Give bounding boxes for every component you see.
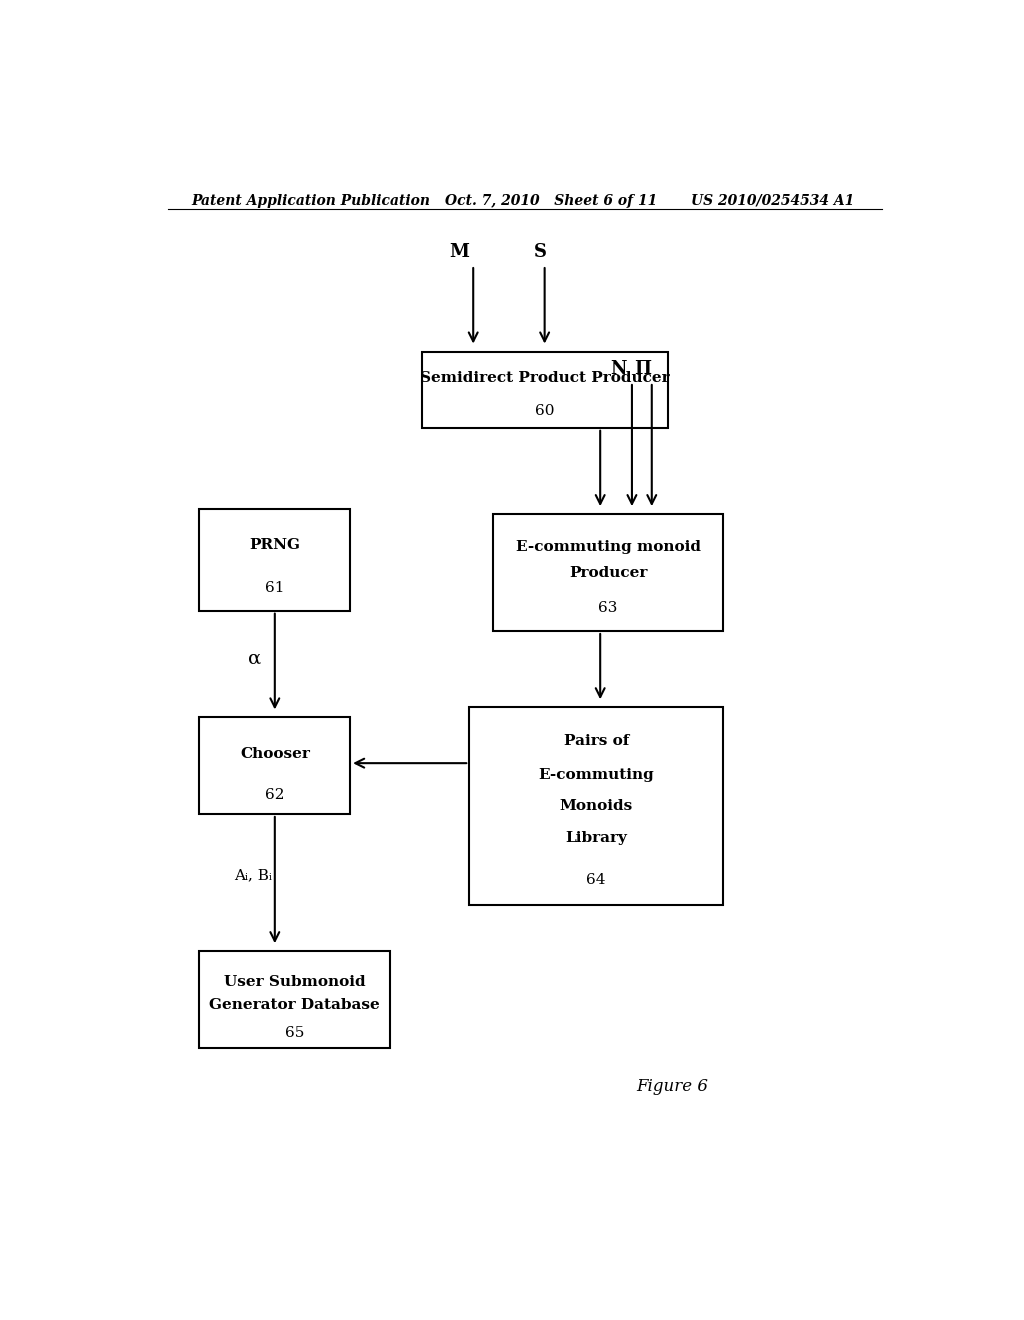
Text: 61: 61: [265, 581, 285, 595]
FancyBboxPatch shape: [422, 351, 668, 428]
Text: US 2010/0254534 A1: US 2010/0254534 A1: [691, 194, 855, 209]
FancyBboxPatch shape: [200, 952, 390, 1048]
Text: User Submonoid: User Submonoid: [224, 975, 366, 989]
Text: Aᵢ, Bᵢ: Aᵢ, Bᵢ: [234, 869, 272, 882]
Text: 65: 65: [285, 1026, 304, 1040]
Text: E-commuting: E-commuting: [539, 768, 654, 781]
Text: Generator Database: Generator Database: [209, 998, 380, 1012]
Text: α: α: [249, 649, 261, 668]
Text: Chooser: Chooser: [240, 747, 309, 762]
Text: PRNG: PRNG: [249, 537, 300, 552]
Text: Oct. 7, 2010   Sheet 6 of 11: Oct. 7, 2010 Sheet 6 of 11: [445, 194, 657, 209]
Text: 62: 62: [265, 788, 285, 801]
Text: Figure 6: Figure 6: [636, 1078, 708, 1094]
Text: Monoids: Monoids: [559, 800, 633, 813]
Text: Semidirect Product Producer: Semidirect Product Producer: [420, 371, 670, 385]
Text: Pairs of: Pairs of: [563, 734, 629, 748]
Text: 63: 63: [598, 601, 617, 615]
Text: E-commuting monoid: E-commuting monoid: [516, 540, 700, 554]
Text: Library: Library: [565, 832, 627, 845]
FancyBboxPatch shape: [200, 718, 350, 814]
Text: Producer: Producer: [569, 565, 647, 579]
Text: M: M: [450, 243, 470, 261]
Text: S: S: [535, 243, 547, 261]
Text: Patent Application Publication: Patent Application Publication: [191, 194, 430, 209]
FancyBboxPatch shape: [494, 515, 723, 631]
FancyBboxPatch shape: [469, 708, 723, 906]
FancyBboxPatch shape: [200, 510, 350, 611]
Text: Π: Π: [634, 360, 651, 378]
Text: 60: 60: [535, 404, 554, 418]
Text: N: N: [610, 360, 627, 378]
Text: 64: 64: [587, 873, 606, 887]
